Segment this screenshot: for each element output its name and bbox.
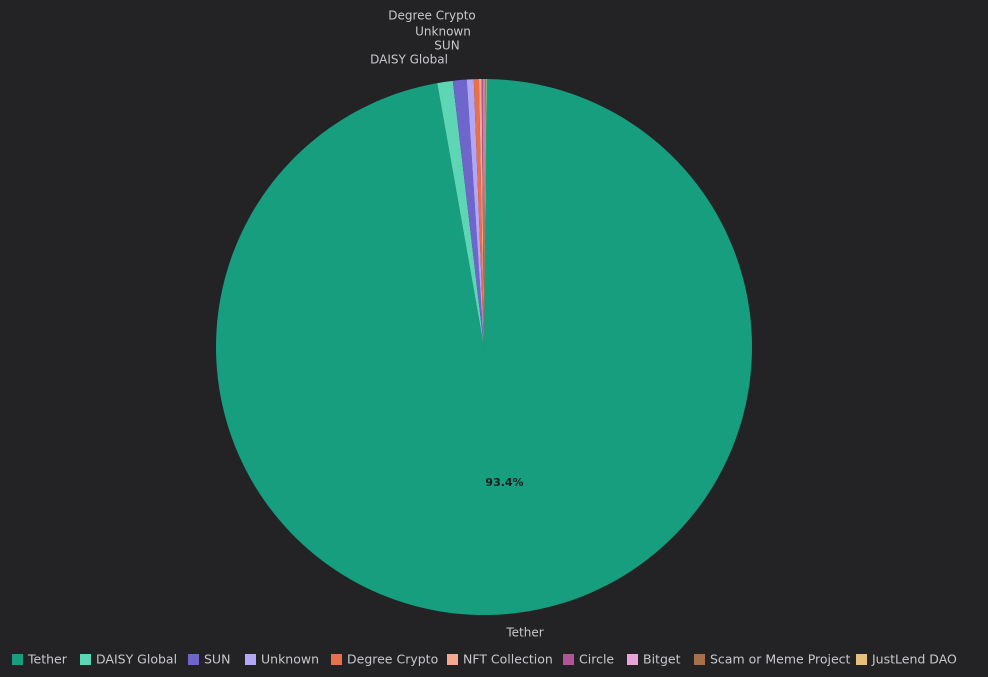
legend-label: Circle [579, 652, 614, 667]
legend-label: SUN [204, 652, 230, 667]
legend-swatch [627, 654, 638, 665]
slice-name-label: Unknown [415, 25, 471, 39]
legend-swatch [856, 654, 867, 665]
legend-label: Degree Crypto [347, 652, 438, 667]
pie-slice [216, 79, 753, 615]
legend-swatch [563, 654, 574, 665]
pie-slice [473, 79, 484, 347]
pie-slice [484, 79, 486, 347]
pie-slice [481, 79, 484, 347]
pie-slice [437, 80, 484, 348]
pie-slice [466, 79, 484, 348]
slice-name-label: DAISY Global [370, 53, 448, 67]
slice-name-label: Tether [505, 626, 543, 640]
legend-label: JustLend DAO [871, 652, 957, 667]
pie-slice [483, 78, 485, 347]
legend-swatch [331, 654, 342, 665]
legend: Tether DAISY Global SUN Unknown Degree Crypt… [12, 652, 957, 667]
slice-value-label: 93.4% [485, 476, 523, 489]
legend-swatch [694, 654, 705, 665]
legend-label: Tether [27, 652, 68, 667]
legend-label: Scam or Meme Project [710, 652, 851, 667]
legend-swatch [245, 654, 256, 665]
pie-slice [452, 79, 484, 347]
legend-swatch [80, 654, 91, 665]
legend-label: DAISY Global [96, 652, 177, 667]
legend-swatch [12, 654, 23, 665]
legend-swatch [188, 654, 199, 665]
slice-name-label: Degree Crypto [388, 9, 476, 23]
legend-label: Unknown [261, 652, 319, 667]
pie-slice [478, 79, 484, 348]
legend-label: Bitget [643, 652, 681, 667]
pie-slice [484, 79, 487, 348]
legend-label: NFT Collection [463, 652, 553, 667]
legend-swatch [447, 654, 458, 665]
slice-name-label: SUN [434, 39, 459, 53]
